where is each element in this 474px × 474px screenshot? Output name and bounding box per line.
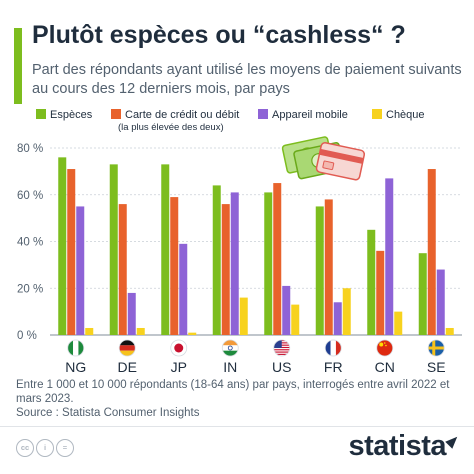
bar-in-1 <box>221 204 230 335</box>
x-tick-label: DE <box>118 359 137 375</box>
chart-subtitle: Part des répondants ayant utilisé les mo… <box>32 62 462 97</box>
chart-title: Plutôt espèces ou “cashless“ ? <box>32 21 406 49</box>
sweden-flag-icon <box>428 340 445 356</box>
y-tick-label: 0 % <box>17 330 37 342</box>
bar-jp-2 <box>179 243 188 335</box>
bar-cn-1 <box>376 250 385 335</box>
nigeria-flag-icon <box>67 340 84 356</box>
attribution-icon[interactable]: i <box>36 439 54 457</box>
legend-swatch <box>258 109 268 119</box>
bar-jp-3 <box>188 332 197 335</box>
source-text: Source : Statista Consumer Insights <box>16 407 200 419</box>
bar-us-1 <box>273 183 282 335</box>
bar-in-2 <box>230 192 239 335</box>
x-tick-label: NG <box>65 359 86 375</box>
license-icons: cc i = <box>16 437 76 457</box>
legend-swatch <box>36 109 46 119</box>
equal-icon[interactable]: = <box>56 439 74 457</box>
y-axis-ticks: 0 % 20 % 40 % 60 % 80 % <box>17 143 43 342</box>
bar-fr-0 <box>315 206 324 335</box>
bar-se-0 <box>418 253 427 335</box>
flag-border <box>427 339 445 357</box>
bar-fr-3 <box>342 288 351 335</box>
bar-cn-0 <box>367 229 376 335</box>
bar-de-0 <box>109 164 118 335</box>
x-axis-labels: NG DE JP IN US FR CN SE <box>65 359 445 375</box>
x-tick-label: SE <box>427 359 446 375</box>
legend-label: Espèces <box>50 109 93 121</box>
bar-in-0 <box>212 185 221 335</box>
usa-flag-icon <box>273 340 290 355</box>
bars <box>58 157 454 335</box>
bar-se-1 <box>427 169 436 335</box>
y-tick-label: 80 % <box>17 143 43 155</box>
statista-logo[interactable]: statista <box>348 430 461 463</box>
x-tick-label: FR <box>324 359 343 375</box>
legend-sublabel: (la plus élevée des deux) <box>118 122 224 133</box>
bar-jp-0 <box>161 164 170 335</box>
legend-swatch <box>372 109 382 119</box>
bar-de-2 <box>127 292 136 335</box>
flag-border <box>118 339 136 357</box>
x-tick-label: JP <box>171 359 187 375</box>
china-flag-icon <box>376 340 393 356</box>
credit-card-illustration <box>315 141 366 181</box>
x-tick-label: IN <box>223 359 237 375</box>
india-flag-icon <box>222 340 239 356</box>
cc-icon[interactable]: cc <box>16 439 34 457</box>
france-flag-icon <box>325 340 342 356</box>
bar-us-0 <box>264 192 273 335</box>
bar-ng-1 <box>67 169 76 335</box>
brand-text: statista <box>348 430 446 462</box>
flag-border <box>170 339 188 357</box>
y-tick-label: 60 % <box>17 190 43 202</box>
y-tick-label: 40 % <box>17 237 43 249</box>
bar-ng-3 <box>85 327 94 335</box>
bar-ng-0 <box>58 157 67 335</box>
bar-de-3 <box>136 327 145 335</box>
footnote-text: Entre 1 000 et 10 000 répondants (18-64 … <box>16 379 450 405</box>
y-tick-label: 20 % <box>17 283 43 295</box>
flag-border <box>67 339 85 357</box>
bar-cn-2 <box>385 178 394 335</box>
legend-item-mobile: Appareil mobile <box>258 109 348 121</box>
flag-border <box>324 339 342 357</box>
flag-border <box>221 339 239 357</box>
legend-item-carte: Carte de crédit ou débit (la plus élevée… <box>111 109 240 133</box>
footnote: Entre 1 000 et 10 000 répondants (18-64 … <box>16 378 456 420</box>
legend-label: Appareil mobile <box>272 109 348 121</box>
x-tick-label: US <box>272 359 291 375</box>
bar-in-3 <box>239 297 248 335</box>
bar-se-2 <box>436 269 445 335</box>
footer-divider <box>0 426 474 427</box>
bar-jp-1 <box>170 197 179 335</box>
bar-us-2 <box>282 285 291 335</box>
legend-item-cheque: Chèque <box>372 109 425 121</box>
title-accent-bar <box>14 28 22 104</box>
germany-flag-icon <box>119 340 136 356</box>
japan-flag-icon <box>170 340 187 356</box>
flag-border <box>273 339 291 357</box>
legend-item-especes: Espèces <box>36 109 92 121</box>
legend: Espèces Carte de crédit ou débit (la plu… <box>0 109 474 137</box>
bar-se-3 <box>445 327 454 335</box>
bar-us-3 <box>291 304 300 335</box>
flag-border <box>376 339 394 357</box>
bar-cn-3 <box>394 311 403 335</box>
bar-de-1 <box>118 204 127 335</box>
gridlines <box>50 147 462 336</box>
legend-label: Chèque <box>386 109 425 121</box>
x-tick-label: CN <box>375 359 395 375</box>
bar-ng-2 <box>76 206 85 335</box>
legend-label: Carte de crédit ou débit <box>125 109 240 121</box>
bar-chart: 0 % 20 % 40 % 60 % 80 % NG DE JP IN US FR CN SE <box>17 136 462 375</box>
bar-fr-2 <box>333 302 342 335</box>
bar-fr-1 <box>324 199 333 335</box>
legend-swatch <box>111 109 121 119</box>
brand-mark-icon <box>445 433 461 449</box>
flags <box>67 339 445 357</box>
